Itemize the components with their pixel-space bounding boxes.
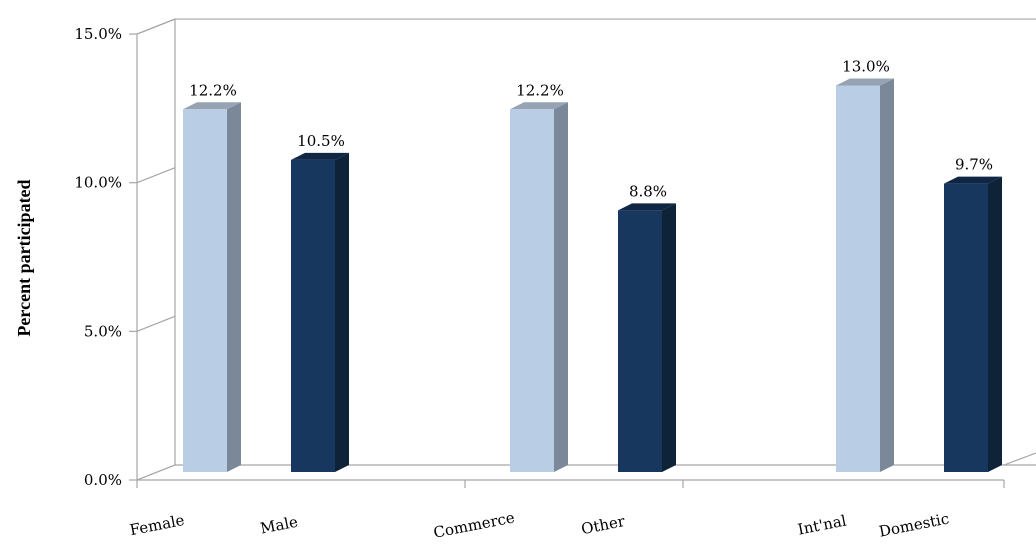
- y-tick-label: 15.0%: [74, 25, 122, 43]
- bar-domestic: 9.7%: [944, 156, 1002, 472]
- bar-front: [291, 159, 335, 472]
- bar-side: [227, 102, 241, 472]
- bar-top: [944, 176, 1002, 184]
- data-label: 8.8%: [629, 182, 667, 200]
- y-tick-label: 0.0%: [84, 471, 122, 489]
- data-label: 10.5%: [297, 132, 345, 150]
- chart-frame: [136, 18, 1036, 481]
- y-grid-diagonal: [136, 18, 176, 35]
- bar-front: [618, 210, 662, 472]
- y-tick-label: 10.0%: [74, 174, 122, 192]
- bar-side: [880, 78, 894, 472]
- bar-top: [836, 78, 894, 86]
- bar-intnal: 13.0%: [836, 58, 894, 472]
- bar-other: 8.8%: [618, 182, 676, 472]
- y-grid-diagonal: [136, 464, 176, 481]
- y-grid-diagonal: [136, 315, 176, 332]
- data-label: 12.2%: [516, 81, 564, 99]
- bars: 12.2% 10.5% 12.2% 8.8% 13.0% 9.7%: [183, 58, 1002, 472]
- bar-front: [836, 85, 880, 472]
- bar-side: [662, 203, 676, 472]
- bar-side: [988, 176, 1002, 472]
- data-label: 12.2%: [189, 81, 237, 99]
- bar-top: [291, 152, 349, 160]
- y-grid-diagonal: [136, 167, 176, 184]
- y-axis: 0.0% 5.0% 10.0% 15.0%: [74, 18, 176, 489]
- bar-male: 10.5%: [291, 132, 349, 472]
- bar-top: [618, 203, 676, 211]
- x-tick-label: Int'nal: [796, 512, 848, 539]
- bar-female: 12.2%: [183, 81, 241, 472]
- bar-side: [335, 152, 349, 472]
- data-label: 13.0%: [842, 58, 890, 76]
- floor-right-edge: [1003, 452, 1036, 466]
- x-tick-label: Commerce: [432, 508, 516, 541]
- bar-top: [510, 102, 568, 110]
- x-axis: Female Male Commerce Other Int'nal Domestic: [128, 479, 1005, 542]
- x-tick-label: Domestic: [877, 509, 950, 540]
- x-tick-label: Male: [259, 513, 300, 538]
- y-tick-label: 5.0%: [84, 322, 122, 340]
- data-label: 9.7%: [955, 156, 993, 174]
- y-axis-label: Percent participated: [14, 179, 34, 336]
- bar-commerce: 12.2%: [510, 81, 568, 472]
- bar-front: [944, 183, 988, 472]
- x-tick-label: Female: [128, 511, 186, 539]
- x-tick-label: Other: [580, 512, 627, 538]
- bar-side: [554, 102, 568, 472]
- bar-front: [183, 109, 227, 472]
- bar-front: [510, 109, 554, 472]
- bar-top: [183, 102, 241, 110]
